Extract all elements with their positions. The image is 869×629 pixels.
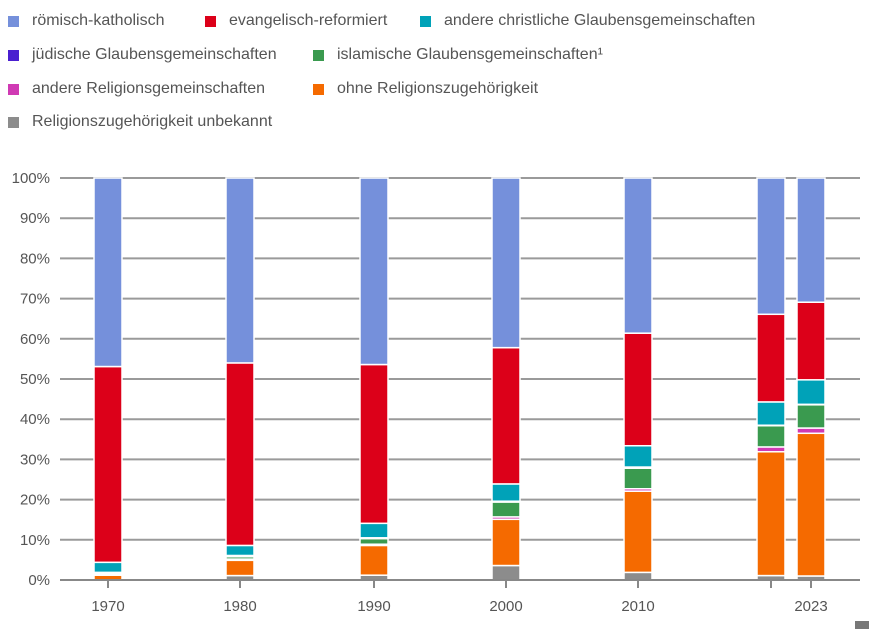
bar-segment xyxy=(359,522,389,539)
legend-swatch xyxy=(8,83,19,95)
bar-segment xyxy=(491,501,521,518)
legend-item[interactable]: islamische Glaubensgemeinschaften¹ xyxy=(313,46,603,64)
legend-swatch xyxy=(420,15,431,27)
bar-segment xyxy=(225,362,255,547)
legend-item[interactable]: andere Religionsgemeinschaften xyxy=(8,80,265,98)
bar-segment xyxy=(491,483,521,502)
y-tick-label: 40% xyxy=(20,411,50,428)
x-tick-label: 1970 xyxy=(91,598,124,615)
legend-item[interactable]: ohne Religionszugehörigkeit xyxy=(313,80,538,98)
bar-segment xyxy=(491,177,521,349)
bar-segment xyxy=(796,301,826,381)
legend-item[interactable]: andere christliche Glaubensgemeinschafte… xyxy=(420,12,755,30)
bar-segment xyxy=(225,177,255,364)
bar-segment xyxy=(796,177,826,303)
x-tick-label: 2000 xyxy=(489,598,522,615)
y-tick-label: 90% xyxy=(20,210,50,227)
bar-segment xyxy=(225,559,255,577)
bar-segment xyxy=(796,427,826,435)
legend-swatch xyxy=(8,15,19,27)
bar-segment xyxy=(796,379,826,406)
bar-segment xyxy=(623,571,653,581)
y-tick-label: 30% xyxy=(20,451,50,468)
x-tick-label: 2010 xyxy=(621,598,654,615)
bar-segment xyxy=(491,518,521,567)
legend-item[interactable]: jüdische Glaubensgemeinschaften xyxy=(8,46,277,64)
bar-segment xyxy=(359,363,389,525)
legend-label: ohne Religionszugehörigkeit xyxy=(337,80,539,97)
legend-swatch xyxy=(205,15,216,27)
bar-segment xyxy=(359,537,389,545)
legend-swatch xyxy=(8,116,19,128)
legend-swatch xyxy=(8,49,19,61)
corner-handle xyxy=(855,621,869,629)
bar-segment xyxy=(756,313,786,403)
bar-segment xyxy=(623,177,653,334)
bar-segment xyxy=(93,365,123,564)
legend-label: jüdische Glaubensgemeinschaften xyxy=(32,46,277,63)
legend-label: andere christliche Glaubensgemeinschafte… xyxy=(444,12,756,29)
x-tick-label: 2023 xyxy=(794,598,827,615)
bar-segment xyxy=(756,177,786,316)
bar-segment xyxy=(359,544,389,576)
y-tick-label: 100% xyxy=(12,170,50,187)
bar-segment xyxy=(623,332,653,447)
x-tick-label: 1990 xyxy=(357,598,390,615)
bar-segment xyxy=(93,177,123,368)
bar-segment xyxy=(359,177,389,366)
bar-segment xyxy=(491,564,521,581)
y-tick-label: 80% xyxy=(20,250,50,267)
bar-segment xyxy=(225,544,255,557)
y-tick-label: 70% xyxy=(20,291,50,308)
legend-label: Religionszugehörigkeit unbekannt xyxy=(32,113,273,130)
legend-swatch xyxy=(313,83,324,95)
legend-swatch xyxy=(313,49,324,61)
legend-label: andere Religionsgemeinschaften xyxy=(32,80,266,97)
legend-label: islamische Glaubensgemeinschaften¹ xyxy=(337,46,603,63)
bar-segment xyxy=(93,561,123,574)
x-tick-label: 1980 xyxy=(223,598,256,615)
legend-label: römisch-katholisch xyxy=(32,12,165,29)
bar-segment xyxy=(756,424,786,448)
bar-segment xyxy=(491,346,521,485)
bar-segment xyxy=(796,432,826,577)
bar-segment xyxy=(623,467,653,490)
y-tick-label: 10% xyxy=(20,532,50,549)
y-tick-label: 0% xyxy=(28,572,50,589)
legend-item[interactable]: römisch-katholisch xyxy=(8,12,164,30)
bar-segment xyxy=(796,403,826,429)
y-tick-label: 60% xyxy=(20,331,50,348)
y-tick-label: 50% xyxy=(20,371,50,388)
bar-segment xyxy=(623,444,653,468)
y-tick-label: 20% xyxy=(20,492,50,509)
legend-label: evangelisch-reformiert xyxy=(229,12,388,29)
bar-segment xyxy=(756,401,786,426)
legend-item[interactable]: evangelisch-reformiert xyxy=(205,12,387,30)
bar-segment xyxy=(756,451,786,577)
bar-segment xyxy=(623,490,653,574)
legend-item[interactable]: Religionszugehörigkeit unbekannt xyxy=(8,113,272,131)
